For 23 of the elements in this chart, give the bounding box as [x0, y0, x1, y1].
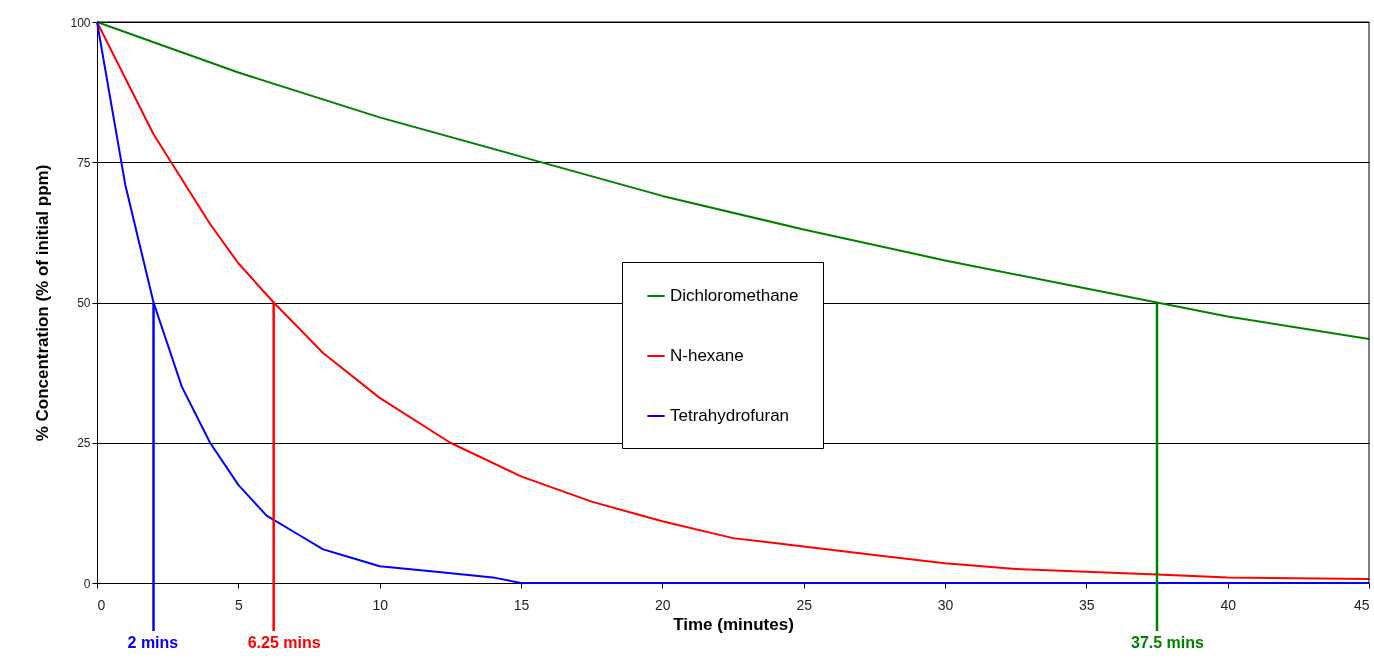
- x-tick-label: 20: [655, 596, 671, 613]
- x-tick-label: 5: [234, 596, 243, 613]
- x-tick-label: 15: [513, 596, 530, 613]
- legend-label: N-hexane: [670, 346, 744, 365]
- legend-label: Tetrahydrofuran: [670, 406, 790, 425]
- y-tick-label: 25: [77, 436, 91, 451]
- x-tick-label: 40: [1220, 596, 1237, 613]
- y-axis-title: % Concentration (% of initial ppm): [33, 164, 53, 442]
- ref-line-label: 37.5 mins: [1131, 634, 1205, 651]
- ref-line-label: 2 mins: [127, 634, 179, 651]
- y-tick-label: 75: [77, 155, 91, 170]
- x-axis-title: Time (minutes): [673, 614, 794, 634]
- y-tick-label: 50: [77, 296, 91, 310]
- y-tick-label: 0: [83, 576, 91, 591]
- y-tick-label: 100: [70, 15, 91, 30]
- x-tick-label: 45: [1353, 596, 1370, 613]
- x-tick-label: 10: [372, 596, 389, 613]
- x-tick-label: 0: [97, 596, 106, 613]
- x-tick-label: 35: [1079, 596, 1095, 613]
- ref-line-label: 6.25 mins: [247, 634, 321, 651]
- legend-label: Dichloromethane: [670, 286, 799, 305]
- x-tick-label: 25: [796, 596, 813, 613]
- x-tick-label: 30: [937, 596, 954, 613]
